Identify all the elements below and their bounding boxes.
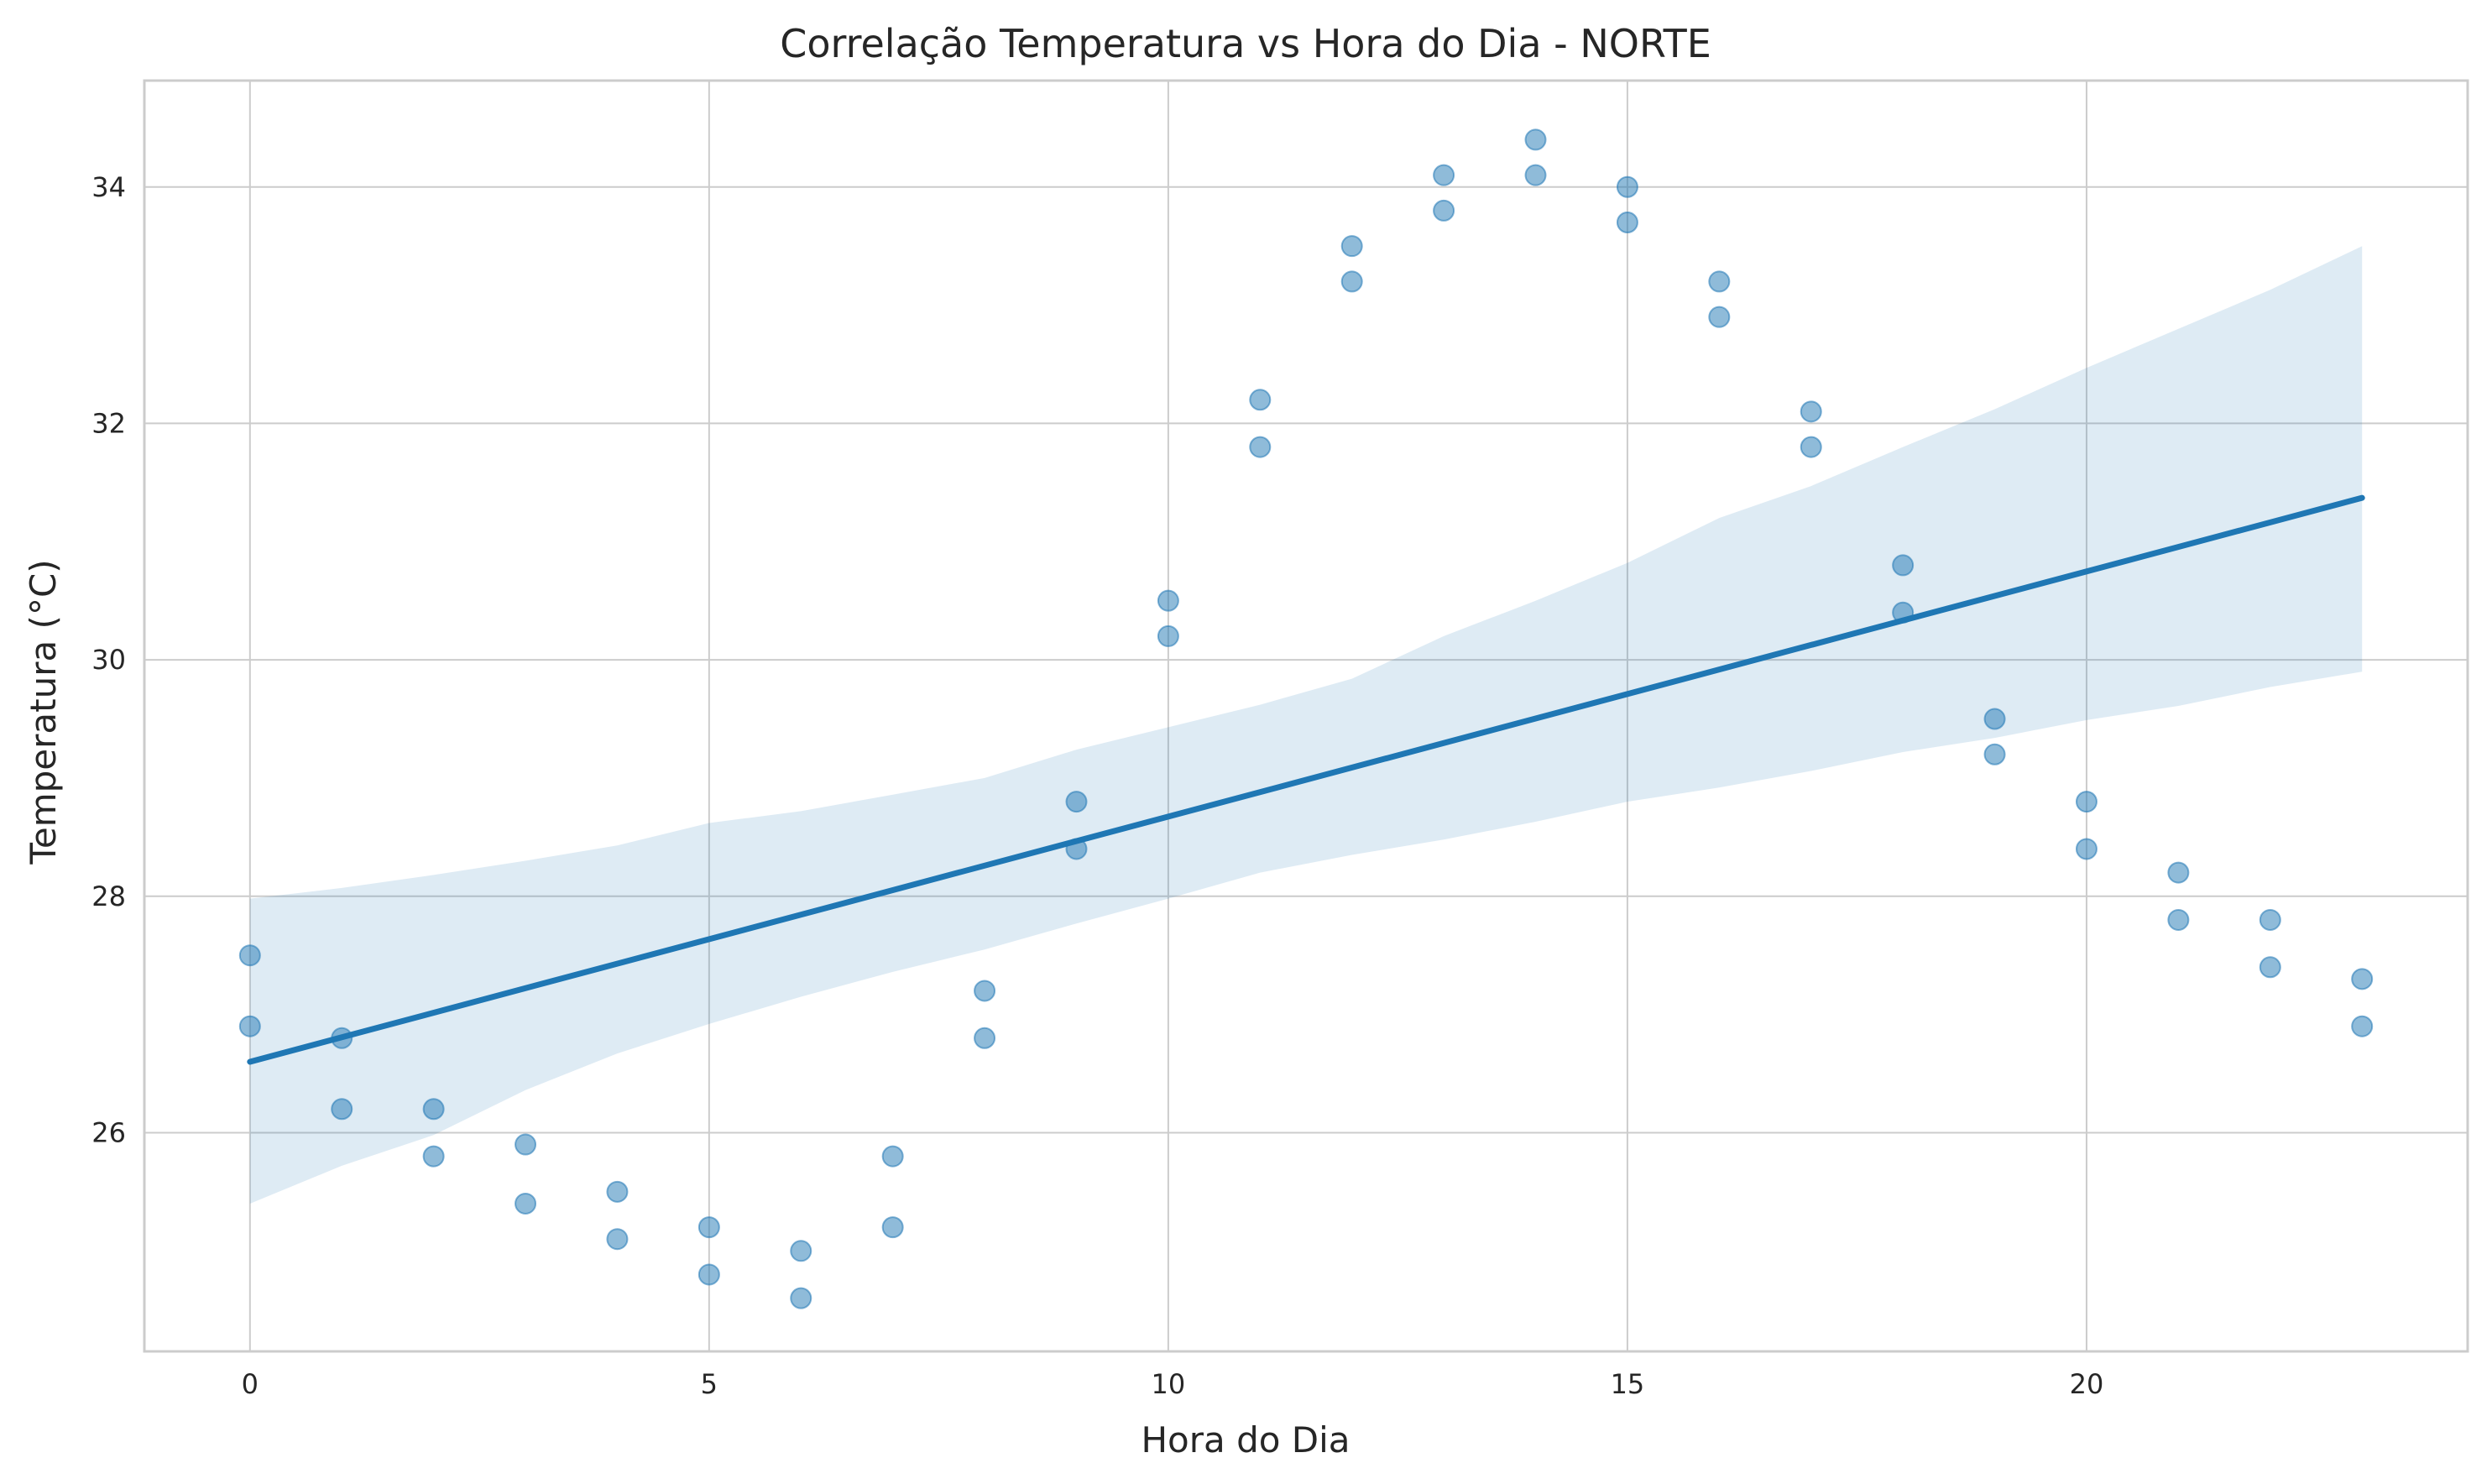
data-point — [238, 1015, 261, 1037]
confidence-band-layer — [249, 246, 2363, 1204]
regression-line — [247, 494, 2365, 1065]
data-point — [1616, 212, 1638, 234]
data-point — [1157, 589, 1179, 612]
data-point — [238, 944, 261, 967]
data-point — [606, 1228, 629, 1251]
data-point — [881, 1216, 904, 1239]
data-point — [1249, 389, 1272, 411]
data-point — [2167, 861, 2190, 884]
x-tick-label: 10 — [1152, 1368, 1186, 1400]
data-point — [2075, 838, 2098, 860]
data-point — [1340, 270, 1363, 293]
data-point — [1065, 791, 1088, 813]
data-point — [1708, 270, 1731, 293]
y-tick-label: 26 — [91, 1116, 126, 1148]
data-point — [697, 1263, 720, 1286]
data-point — [1708, 306, 1731, 328]
axes-spines — [143, 79, 2469, 1353]
x-tick-label: 15 — [1611, 1368, 1645, 1400]
confidence-band — [249, 246, 2363, 1204]
data-point — [606, 1180, 629, 1203]
x-tick-label: 0 — [242, 1368, 259, 1400]
data-point — [1800, 400, 1822, 423]
data-point — [2259, 908, 2281, 931]
y-tick-label: 28 — [91, 880, 126, 912]
data-point — [2351, 1015, 2374, 1037]
data-points-layer — [238, 128, 2374, 1309]
data-point — [2075, 791, 2098, 813]
tick-labels: 0 5 10 15 20 26 28 30 32 34 — [91, 171, 2103, 1400]
data-point — [1524, 164, 1547, 186]
data-point — [1983, 743, 2006, 766]
x-axis-label: Hora do Dia — [1141, 1419, 1350, 1460]
data-point — [1433, 164, 1455, 186]
regression-line-layer — [247, 494, 2365, 1065]
data-point — [422, 1098, 445, 1121]
chart-title: Correlação Temperatura vs Hora do Dia - … — [780, 21, 1711, 66]
data-point — [515, 1133, 537, 1156]
data-point — [1433, 199, 1455, 222]
data-point — [2351, 968, 2374, 990]
data-point — [1157, 624, 1179, 647]
y-axis-label: Temperatura (°C) — [23, 559, 64, 865]
data-point — [2259, 956, 2281, 979]
data-point — [974, 980, 996, 1002]
y-tick-label: 34 — [91, 171, 126, 203]
data-point — [974, 1027, 996, 1049]
data-point — [331, 1098, 353, 1121]
x-tick-label: 5 — [701, 1368, 718, 1400]
data-point — [790, 1287, 812, 1309]
y-tick-label: 30 — [91, 644, 126, 676]
data-point — [1800, 436, 1822, 458]
data-point — [1524, 128, 1547, 151]
y-tick-label: 32 — [91, 407, 126, 439]
x-tick-label: 20 — [2070, 1368, 2104, 1400]
gridlines — [144, 81, 2468, 1351]
data-point — [1616, 175, 1638, 198]
data-point — [1983, 708, 2006, 730]
data-point — [515, 1192, 537, 1215]
data-point — [2167, 908, 2190, 931]
data-point — [422, 1145, 445, 1168]
plot-frame — [143, 79, 2469, 1353]
data-point — [697, 1216, 720, 1239]
data-point — [881, 1145, 904, 1168]
data-point — [1892, 554, 1915, 577]
data-point — [1340, 235, 1363, 258]
data-point — [790, 1240, 812, 1262]
data-point — [1249, 436, 1272, 458]
